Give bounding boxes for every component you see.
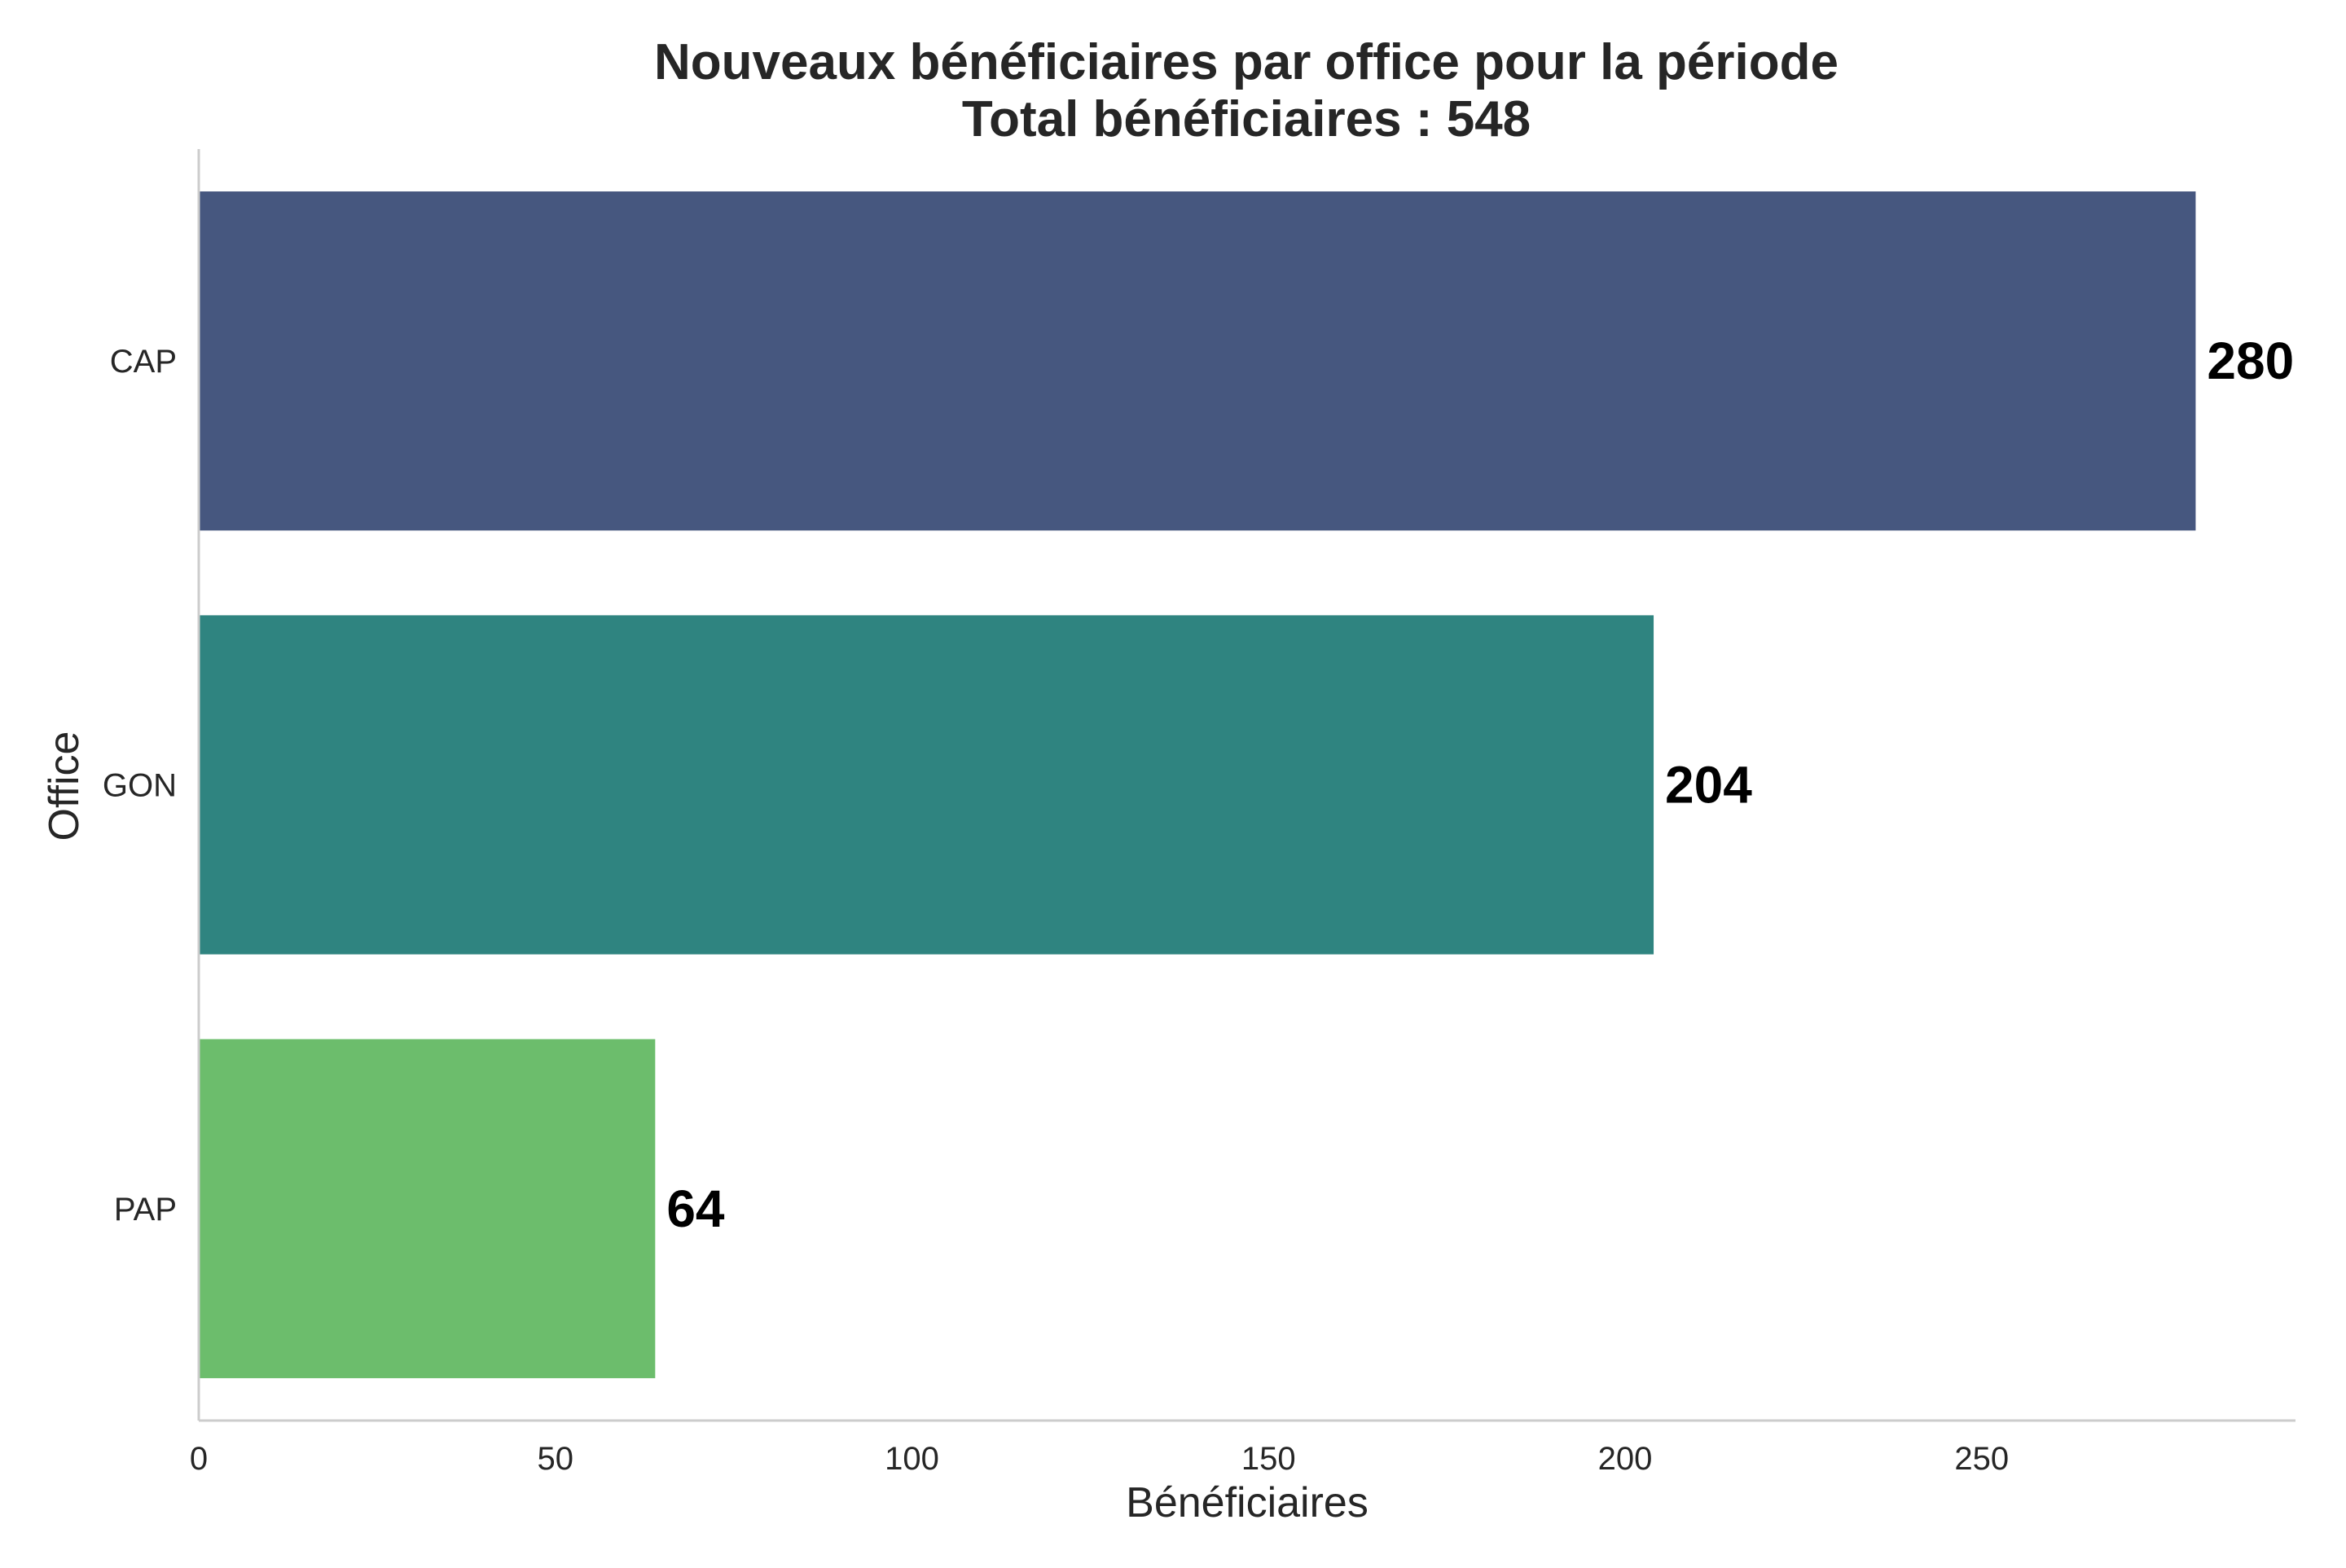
bar-gon [199, 615, 1654, 955]
y-axis-label: Office [41, 731, 88, 841]
data-label-pap: 64 [666, 1179, 725, 1238]
chart-title: Nouveaux bénéficiaires par office pour l… [654, 34, 1839, 90]
data-labels-group: 280 204 64 [666, 332, 2294, 1238]
x-tick-label-200: 200 [1598, 1441, 1653, 1477]
bar-cap [199, 191, 2196, 531]
x-tick-label-150: 150 [1241, 1441, 1296, 1477]
bars-group [199, 191, 2196, 1378]
x-tick-label-100: 100 [885, 1441, 939, 1477]
x-tick-label-250: 250 [1954, 1441, 2009, 1477]
x-tick-label-50: 50 [538, 1441, 574, 1477]
x-tick-label-0: 0 [190, 1441, 208, 1477]
y-tick-label-gon: GON [103, 768, 177, 804]
y-ticks-group: CAP GON PAP [103, 344, 177, 1228]
x-ticks-group: 0 50 100 150 200 250 [190, 1441, 2009, 1477]
y-tick-label-pap: PAP [114, 1192, 177, 1228]
data-label-cap: 280 [2207, 332, 2294, 390]
data-label-gon: 204 [1665, 756, 1752, 815]
chart-subtitle: Total bénéficiaires : 548 [962, 91, 1531, 147]
y-tick-label-cap: CAP [110, 344, 177, 380]
x-axis-label: Bénéficiaires [1126, 1479, 1368, 1526]
bar-pap [199, 1039, 656, 1378]
